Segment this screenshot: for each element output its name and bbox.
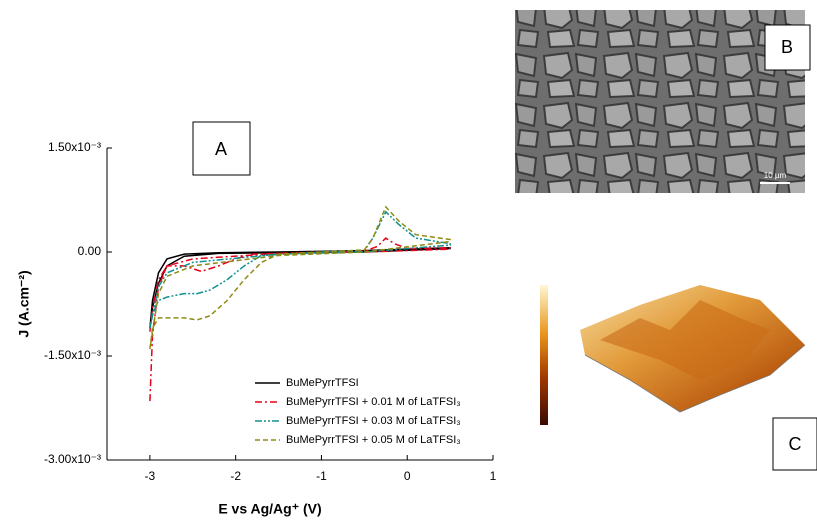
- x-tick-label: 0: [404, 469, 411, 483]
- y-tick-label: -3.00x10⁻³: [44, 452, 101, 466]
- y-tick-label: 1.50x10⁻³: [48, 140, 101, 154]
- panel-box: [764, 24, 811, 71]
- x-tick-label: -3: [145, 469, 156, 483]
- x-axis-label: E vs Ag/Ag⁺ (V): [218, 501, 321, 517]
- scale-bar-label: 10 µm: [764, 171, 787, 180]
- data-line: [149, 210, 451, 329]
- panel-box: [772, 417, 817, 471]
- legend-label: BuMePyrrTFSI + 0.05 M of LaTFSI₃: [286, 434, 461, 446]
- panel-label: B: [781, 37, 793, 57]
- panel-label: A: [215, 139, 227, 159]
- x-tick-label: -2: [230, 469, 241, 483]
- data-line: [149, 205, 451, 350]
- legend-label: BuMePyrrTFSI + 0.01 M of LaTFSI₃: [286, 396, 461, 408]
- legend-label: BuMePyrrTFSI: [286, 377, 359, 389]
- x-tick-label: -1: [316, 469, 327, 483]
- y-axis-label: J (A.cm⁻²): [16, 270, 32, 337]
- y-tick-label: -1.50x10⁻³: [44, 348, 101, 362]
- y-tick-label: 0.00: [78, 244, 102, 258]
- data-line: [149, 247, 451, 329]
- panel-box: [192, 121, 251, 176]
- data-line: [149, 237, 451, 402]
- panel-label: C: [789, 434, 802, 454]
- sem-image: 10 µm: [515, 10, 805, 193]
- plot-area: -3 -2 -1 0 1 1.50x10⁻³ 0.00 -1.50x10⁻³ -3.00x10⁻…: [44, 140, 497, 483]
- afm-image: [540, 285, 806, 425]
- x-tick-label: 1: [490, 469, 497, 483]
- legend-label: BuMePyrrTFSI + 0.03 M of LaTFSI₃: [286, 415, 461, 427]
